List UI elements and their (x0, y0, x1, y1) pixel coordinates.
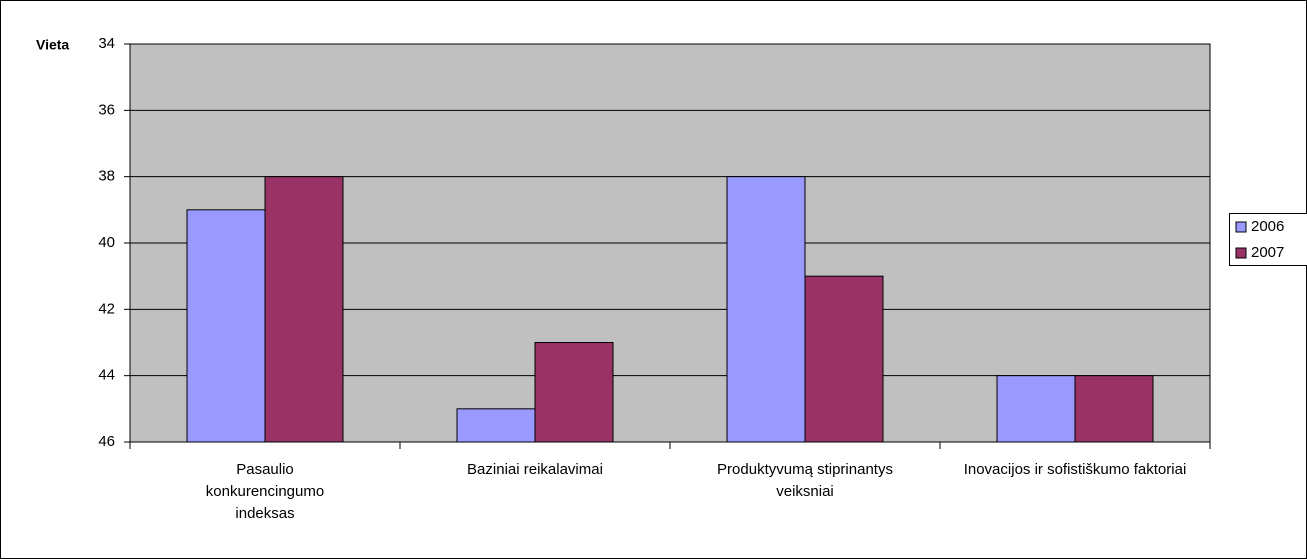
x-tick-label: Produktyvumą stiprinantys veiksniai (717, 461, 893, 500)
bar (804, 275, 884, 443)
y-axis-label: Vieta (36, 37, 69, 53)
y-tick-label: 40 (98, 234, 115, 251)
bar (186, 209, 266, 443)
y-tick-label: 34 (98, 35, 115, 52)
x-tick-label: Pasaulio konkurencingumo indeksas (205, 461, 325, 522)
x-tick-label: Baziniai reikalavimai (467, 461, 603, 478)
y-tick-label: 36 (98, 101, 115, 118)
y-tick-label: 44 (98, 367, 115, 384)
y-tick-label: 46 (98, 433, 115, 450)
y-tick-label: 38 (98, 168, 115, 185)
bar (456, 408, 536, 443)
bar (264, 176, 344, 443)
bar (1074, 375, 1154, 443)
legend-swatch (1235, 247, 1247, 259)
legend-swatch (1235, 221, 1247, 233)
y-tick-label: 42 (98, 300, 115, 317)
legend-label: 2007 (1251, 244, 1284, 261)
bar (534, 342, 614, 443)
bar (726, 176, 806, 443)
legend-label: 2006 (1251, 218, 1284, 235)
bar (996, 375, 1076, 443)
x-tick-label: Inovacijos ir sofistiškumo faktoriai (963, 461, 1187, 478)
